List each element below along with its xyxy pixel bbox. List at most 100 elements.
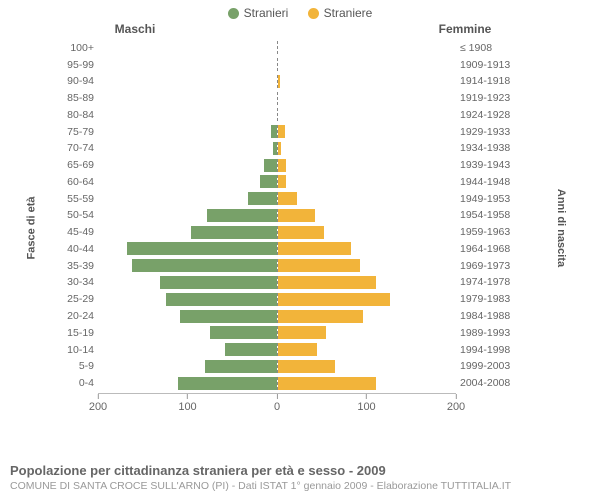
bar-wrap	[98, 293, 456, 306]
legend: Stranieri Straniere	[0, 0, 600, 22]
female-bar	[278, 125, 285, 138]
bar-side-female	[278, 175, 457, 188]
birth-label: 1994-1998	[456, 344, 518, 356]
bar-wrap	[98, 125, 456, 138]
female-bar	[278, 360, 335, 373]
bar-side-female	[278, 377, 457, 390]
age-label: 45-49	[60, 226, 98, 238]
pyramid-row: 10-14 1994-1998	[60, 341, 518, 358]
legend-item-male: Stranieri	[228, 6, 289, 20]
bar-wrap	[98, 242, 456, 255]
birth-label: 1944-1948	[456, 176, 518, 188]
female-bar	[278, 326, 326, 339]
bar-side-male	[98, 242, 278, 255]
age-label: 0-4	[60, 377, 98, 389]
bar-side-female	[278, 142, 457, 155]
bar-side-female	[278, 360, 457, 373]
female-bar	[278, 159, 287, 172]
age-label: 55-59	[60, 193, 98, 205]
tick-mark-icon	[455, 394, 456, 399]
bar-side-female	[278, 75, 457, 88]
chart-container: Stranieri Straniere Maschi Femmine Fasce…	[0, 0, 600, 500]
pyramid-row: 45-491959-1963	[60, 224, 518, 241]
bar-side-male	[98, 92, 278, 105]
legend-male-label: Stranieri	[244, 6, 289, 20]
x-tick: 100	[357, 394, 375, 413]
bar-wrap	[98, 58, 456, 71]
pyramid-row: 85-891919-1923	[60, 90, 518, 107]
bar-side-female	[278, 125, 457, 138]
female-bar	[278, 142, 282, 155]
birth-label: 1949-1953	[456, 193, 518, 205]
tick-mark-icon	[277, 394, 278, 399]
age-label: 10-14	[60, 344, 98, 356]
y-axis-label-birth: Anni di nascita	[555, 188, 567, 266]
chart-area: Maschi Femmine Fasce di età Anni di nasc…	[20, 22, 580, 422]
birth-label: 1919-1923	[456, 92, 518, 104]
bar-side-female	[278, 326, 457, 339]
bar-side-male	[98, 142, 278, 155]
female-bar	[278, 209, 315, 222]
pyramid-row: 5-91999-2003	[60, 358, 518, 375]
bar-side-female	[278, 293, 457, 306]
bar-side-male	[98, 209, 278, 222]
female-bar	[278, 343, 317, 356]
female-bar	[278, 75, 281, 88]
bar-side-female	[278, 209, 457, 222]
legend-item-female: Straniere	[308, 6, 373, 20]
birth-label: ≤ 1908	[456, 42, 518, 54]
x-tick: 200	[89, 394, 107, 413]
female-bar	[278, 377, 376, 390]
birth-label: 1954-1958	[456, 209, 518, 221]
bar-side-male	[98, 326, 278, 339]
bar-side-male	[98, 125, 278, 138]
pyramid-row: 75-791929-1933	[60, 123, 518, 140]
pyramid-row: 70-741934-1938	[60, 140, 518, 157]
bar-side-male	[98, 192, 278, 205]
x-axis: 2001000100200	[98, 393, 456, 410]
bar-wrap	[98, 209, 456, 222]
x-tick-label: 200	[89, 401, 107, 413]
female-bar	[278, 192, 298, 205]
x-tick-label: 200	[447, 401, 465, 413]
bar-side-female	[278, 58, 457, 71]
male-bar	[260, 175, 276, 188]
chart-source: COMUNE DI SANTA CROCE SULL'ARNO (PI) - D…	[10, 480, 590, 492]
bar-wrap	[98, 108, 456, 121]
chart-title: Popolazione per cittadinanza straniera p…	[10, 463, 590, 478]
pyramid-row: 40-441964-1968	[60, 241, 518, 258]
bar-side-male	[98, 310, 278, 323]
x-tick-label: 0	[274, 401, 280, 413]
male-bar	[191, 226, 277, 239]
x-tick: 0	[274, 394, 280, 413]
pyramid-row: 90-941914-1918	[60, 73, 518, 90]
female-bar	[278, 259, 360, 272]
age-label: 5-9	[60, 360, 98, 372]
pyramid-row: 50-541954-1958	[60, 207, 518, 224]
birth-label: 1989-1993	[456, 327, 518, 339]
bar-side-male	[98, 75, 278, 88]
male-bar	[166, 293, 277, 306]
male-bar	[205, 360, 276, 373]
birth-label: 1984-1988	[456, 310, 518, 322]
age-label: 30-34	[60, 276, 98, 288]
bar-side-male	[98, 159, 278, 172]
age-label: 80-84	[60, 109, 98, 121]
bar-wrap	[98, 75, 456, 88]
male-swatch-icon	[228, 8, 239, 19]
female-bar	[278, 226, 324, 239]
bar-wrap	[98, 41, 456, 54]
bar-wrap	[98, 175, 456, 188]
male-bar	[210, 326, 276, 339]
age-label: 40-44	[60, 243, 98, 255]
chart-footer: Popolazione per cittadinanza straniera p…	[10, 463, 590, 492]
age-label: 75-79	[60, 126, 98, 138]
bar-side-male	[98, 41, 278, 54]
male-bar	[127, 242, 277, 255]
pyramid-row: 100+≤ 1908	[60, 40, 518, 57]
male-bar	[271, 125, 276, 138]
female-bar	[278, 310, 364, 323]
x-tick: 100	[178, 394, 196, 413]
bar-side-male	[98, 226, 278, 239]
birth-label: 1924-1928	[456, 109, 518, 121]
